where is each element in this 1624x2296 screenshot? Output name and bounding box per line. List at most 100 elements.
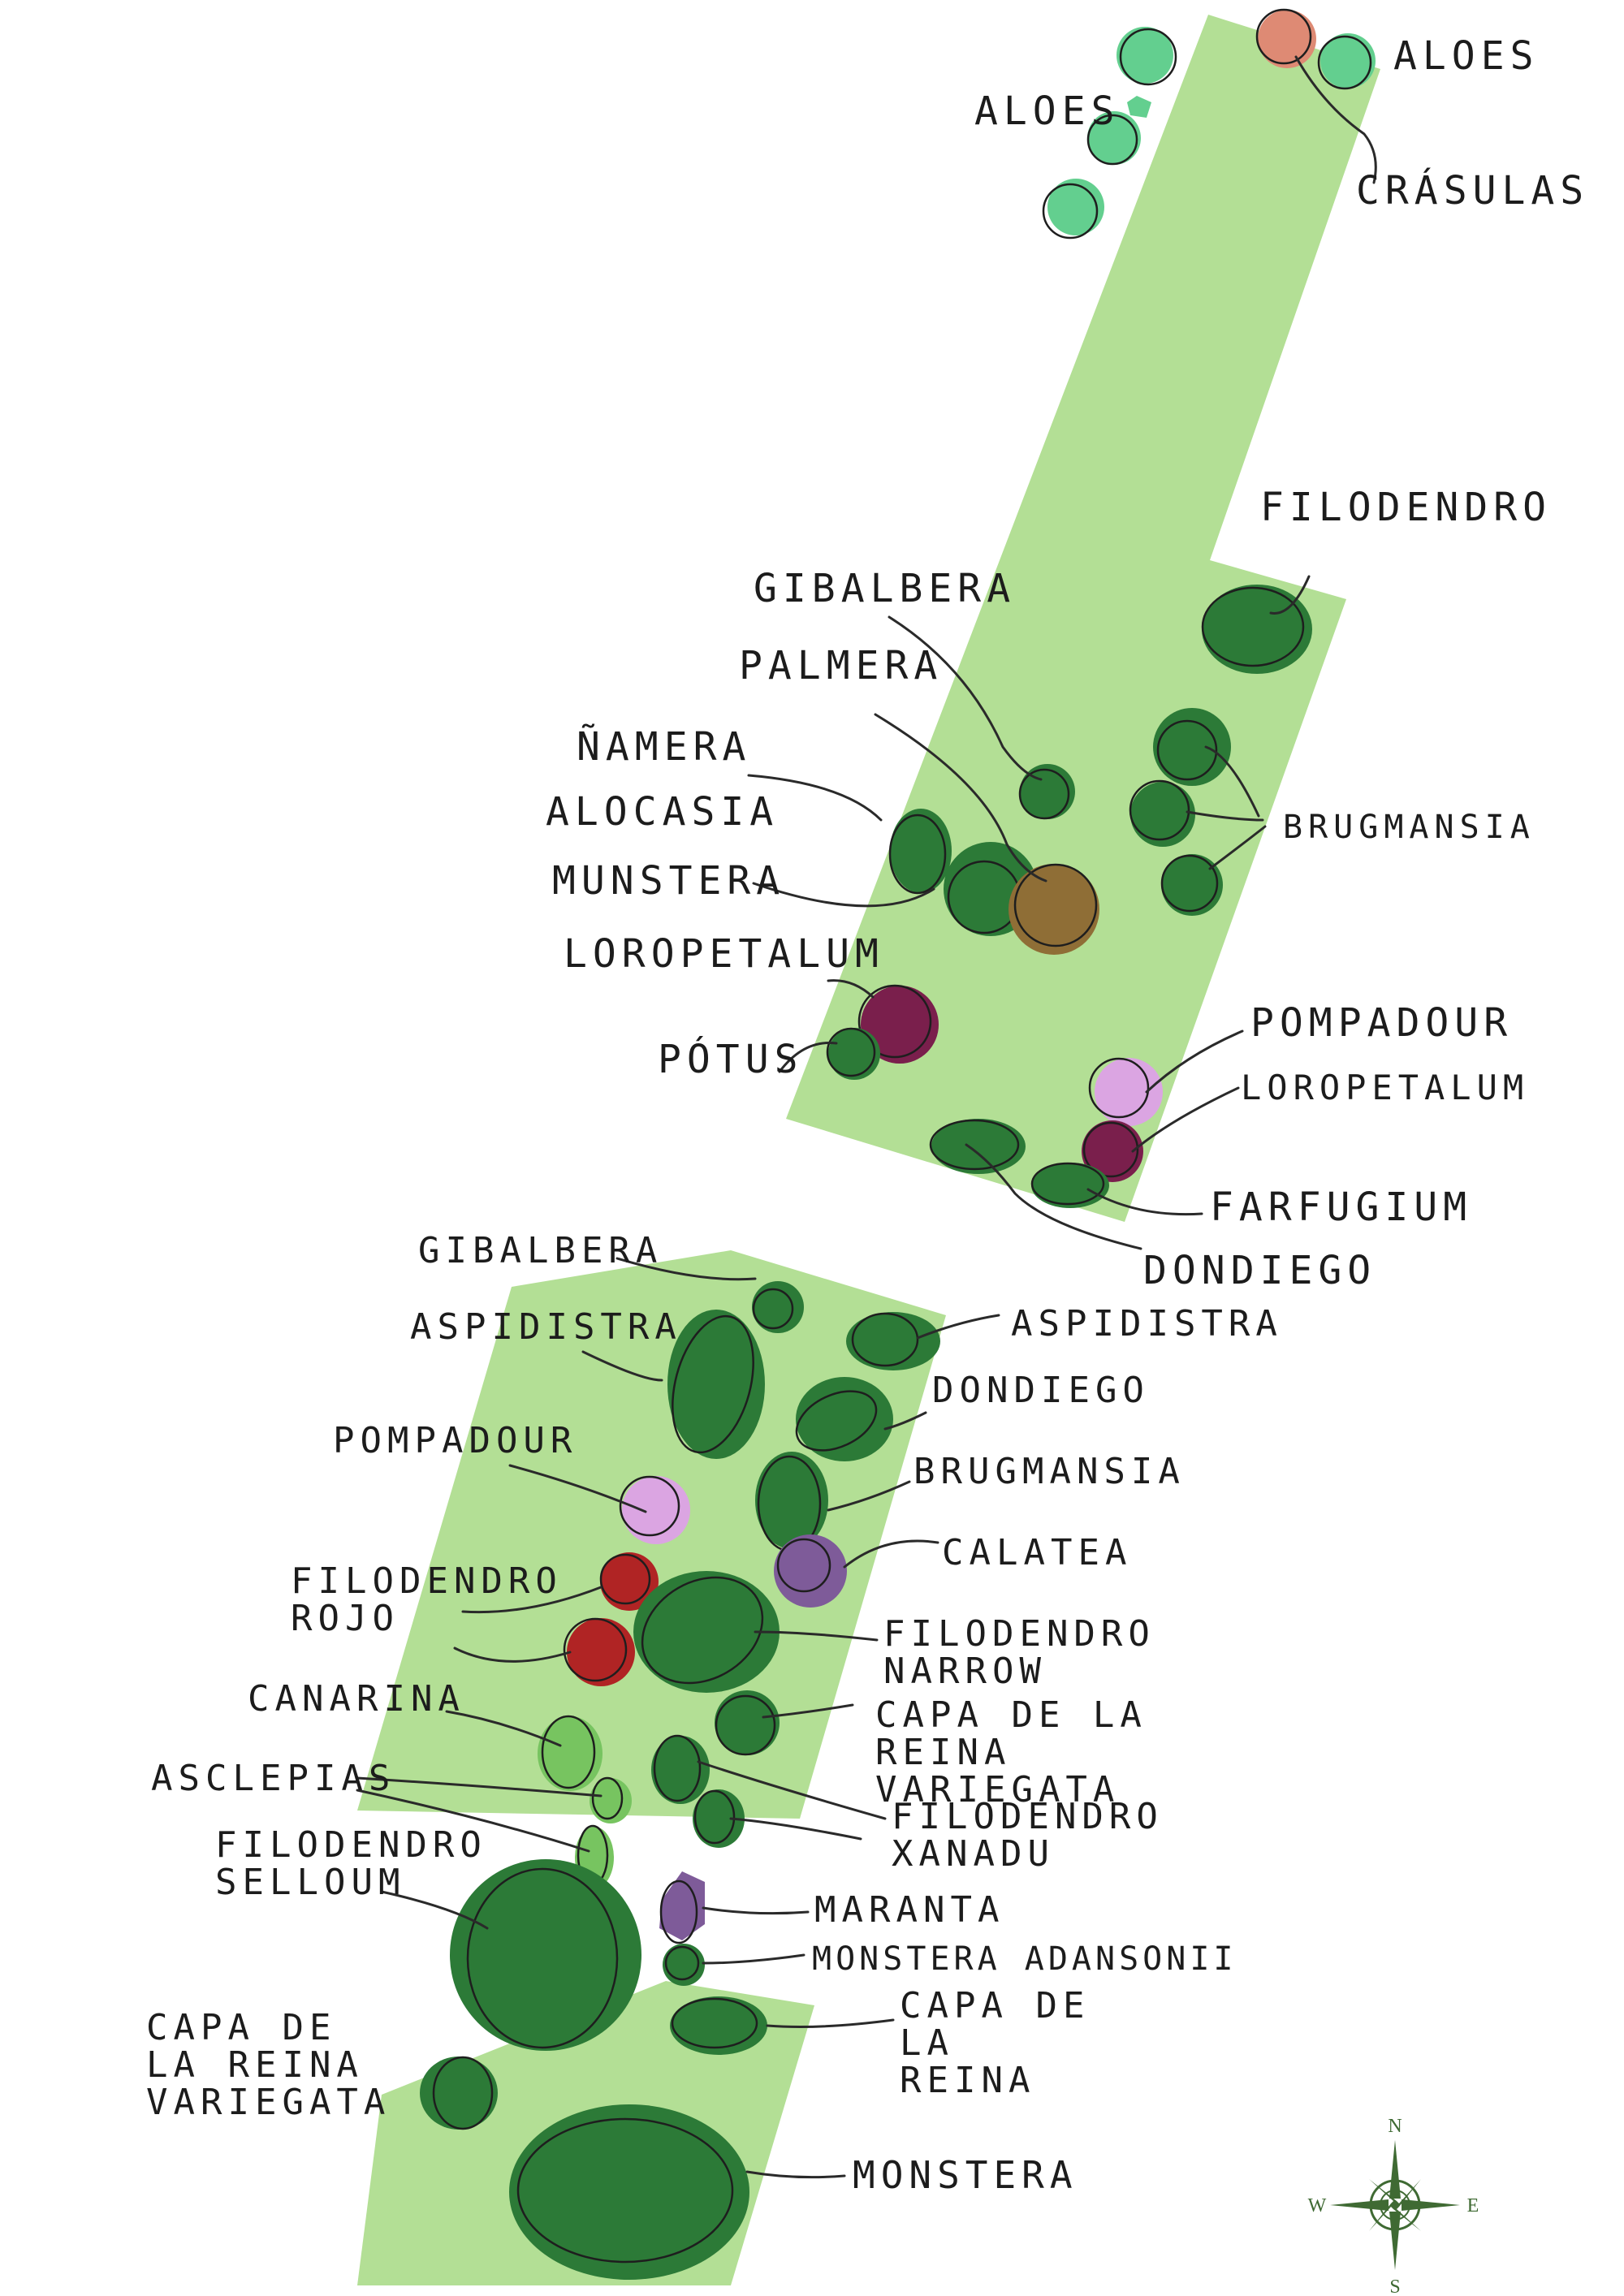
label-alocasia: ALOCASIA — [546, 789, 780, 835]
lower-bed-plants — [420, 1281, 940, 2280]
maranta-plant — [659, 1871, 705, 1940]
brugmansia-outline — [1156, 719, 1218, 781]
label-capa-reina: CAPA DE LA REINA — [900, 1985, 1091, 2102]
namera-plant — [890, 809, 952, 893]
compass-west-label: W — [1308, 2195, 1327, 2216]
palmera-outline — [1013, 863, 1098, 947]
gibalbera-plant-2 — [752, 1281, 804, 1333]
label-aspidistra-left: ASPIDISTRA — [410, 1306, 682, 1348]
label-dondiego-top: DONDIEGO — [1143, 1248, 1377, 1293]
label-dondiego-bottom: DONDIEGO — [932, 1370, 1150, 1411]
farfugium-plant — [1031, 1163, 1109, 1208]
label-farfugium: FARFUGIUM — [1210, 1185, 1473, 1230]
palmera-plant — [1009, 864, 1099, 955]
filodendro-rojo-outline — [563, 1617, 628, 1682]
label-gibalbera-bottom: GIBALBERA — [418, 1230, 663, 1271]
brugmansia-plant-4 — [755, 1452, 828, 1549]
aloe-group-left — [1042, 96, 1151, 240]
label-calatea: CALATEA — [942, 1532, 1133, 1573]
dondiego-plant-2 — [796, 1377, 893, 1461]
compass-north-label: N — [1388, 2116, 1402, 2137]
aloe-plant — [1116, 27, 1173, 84]
canarina-outline — [541, 1715, 596, 1789]
monstera-outline — [516, 2117, 734, 2264]
brugmansia-plant-3 — [1161, 854, 1223, 916]
label-aloes-top: ALOES — [1393, 33, 1540, 79]
asclepias-outline — [591, 1776, 624, 1820]
label-monstera-adansonii: MONSTERA ADANSONII — [812, 1940, 1237, 1978]
loropetalum-plant-2 — [1082, 1120, 1143, 1182]
dondiego-outline — [929, 1119, 1020, 1171]
gibalbera-outline — [1018, 768, 1070, 820]
label-potus: PÓTUS — [658, 1037, 804, 1082]
label-crasulas: CRÁSULAS — [1356, 168, 1590, 214]
aloe-outline — [1086, 114, 1138, 166]
garden-bed-upper — [786, 15, 1380, 1222]
filodendro-xanadu-outline — [653, 1734, 702, 1802]
label-monstera-bottom: MONSTERA — [853, 2153, 1078, 2197]
brugmansia-plant-1 — [1153, 708, 1231, 786]
compass-east-label: E — [1467, 2195, 1479, 2216]
label-palmera: PALMERA — [739, 643, 944, 688]
filodendro-narrow-outline — [641, 1576, 764, 1685]
capa-reina-variegata-outline — [715, 1694, 776, 1756]
filodendro-rojo-plant-2 — [567, 1618, 635, 1686]
aspidistra-outline — [851, 1312, 919, 1367]
brugmansia-outline — [1129, 779, 1190, 841]
label-canarina: CANARINA — [248, 1678, 465, 1720]
upper-bed-plants — [826, 585, 1312, 1208]
label-brugmansia-bottom: BRUGMANSIA — [914, 1451, 1186, 1492]
capa-reina-outline — [671, 1997, 758, 2049]
brugmansia-plant-2 — [1130, 782, 1195, 847]
aloe-outline — [1119, 28, 1177, 86]
pompadour-outline — [619, 1475, 680, 1537]
maranta-outline — [659, 1880, 698, 1944]
aloe-outline — [1317, 35, 1372, 90]
label-monstera-top: MUNSTERA — [552, 858, 786, 904]
label-pompadour-bottom: POMPADOUR — [333, 1420, 578, 1461]
filodendro-rojo-outline — [599, 1553, 651, 1605]
compass-south-point — [1389, 2212, 1401, 2270]
crassula-outline — [1255, 8, 1312, 65]
label-pompadour-top: POMPADOUR — [1250, 1000, 1514, 1046]
aspidistra-plant-right — [846, 1312, 940, 1370]
label-loropetalum-right: LOROPETALUM — [1241, 1068, 1530, 1107]
compass-west-point — [1330, 2199, 1389, 2211]
dondiego-plant — [931, 1119, 1026, 1174]
potus-plant — [828, 1028, 880, 1080]
aspidistra-outline — [672, 1314, 754, 1454]
aloe-plant — [1087, 111, 1141, 165]
aspidistra-plant-left — [667, 1310, 765, 1459]
label-loropetalum-left: LOROPETALUM — [564, 931, 884, 977]
label-filodendro-top: FILODENDRO — [1260, 485, 1552, 530]
monstera-plant — [509, 2104, 749, 2280]
namera-outline — [888, 814, 947, 895]
pompadour-plant-2 — [622, 1476, 690, 1544]
leader-lines — [356, 55, 1377, 2179]
crassula-plant — [1258, 10, 1316, 68]
compass-north-point — [1389, 2140, 1401, 2199]
label-namera: ÑAMERA — [577, 724, 752, 770]
loropetalum-outline — [857, 984, 932, 1059]
aloe-small — [1127, 96, 1151, 118]
capa-reina-variegata-outline — [432, 2056, 494, 2130]
aloe-outline — [1042, 183, 1099, 240]
filodendro-plant — [1202, 585, 1312, 674]
canarina-plant — [538, 1716, 603, 1791]
loropetalum-plant — [861, 986, 939, 1064]
farfugium-outline — [1030, 1162, 1105, 1206]
label-capa-reina-variegata-right: CAPA DE LA REINA VARIEGATA — [875, 1694, 1147, 1811]
monstera-adansonii-outline — [664, 1945, 700, 1981]
label-aloes-left: ALOES — [974, 88, 1121, 134]
dondiego-outline — [795, 1390, 878, 1452]
capa-reina-variegata-plant — [715, 1690, 780, 1755]
label-brugmansia-top: BRUGMANSIA — [1283, 809, 1535, 846]
aloe-group-top — [1116, 8, 1376, 90]
label-aspidistra-right: ASPIDISTRA — [1011, 1303, 1283, 1344]
label-asclepias: ASCLEPIAS — [151, 1758, 396, 1799]
filodendro-selloum-outline — [466, 1867, 619, 2049]
label-maranta: MARANTA — [814, 1889, 1005, 1931]
filodendro-outline — [1201, 586, 1305, 667]
potus-outline — [826, 1027, 876, 1077]
